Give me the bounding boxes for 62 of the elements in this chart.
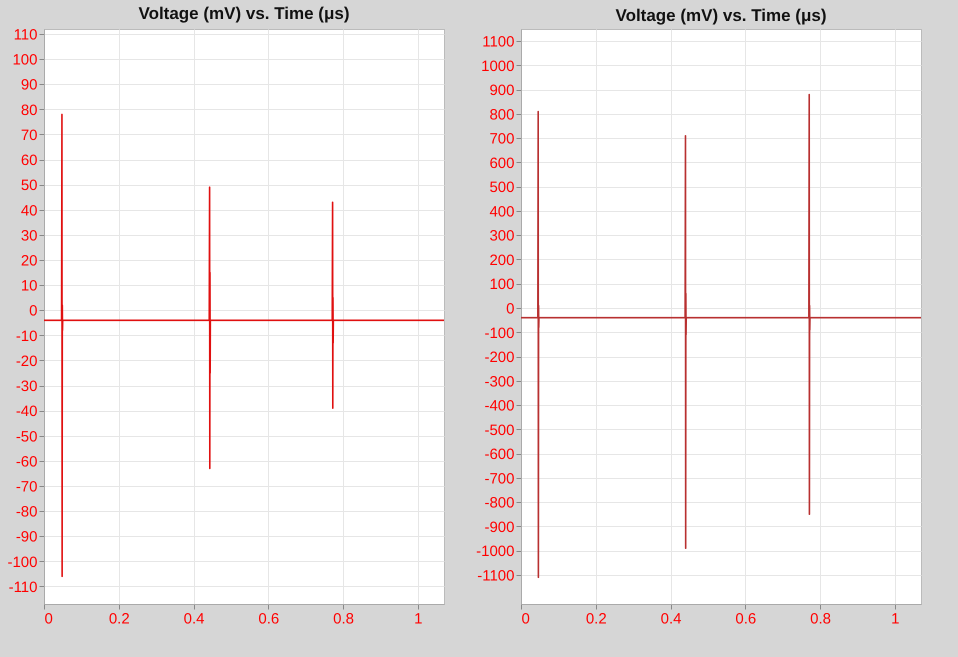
chart-title: Voltage (mV) vs. Time (μs) [616, 6, 826, 25]
x-tick-label: 0 [522, 610, 530, 628]
y-tick-label: -80 [16, 504, 38, 521]
y-tick-label: 900 [489, 82, 514, 100]
line-series [44, 114, 444, 578]
y-tick-label: 100 [489, 276, 514, 294]
y-tick-label: -20 [16, 352, 38, 370]
y-tick-label: 800 [489, 106, 514, 124]
y-tick-label: 100 [12, 52, 38, 69]
y-tick-label: -1100 [477, 567, 514, 584]
y-tick-label: 60 [20, 152, 38, 170]
y-tick-label: 50 [20, 177, 38, 194]
x-tick-label: 0.2 [586, 610, 607, 628]
x-tick-label: 0.6 [258, 610, 280, 628]
line-series [521, 94, 921, 578]
y-tick-label: -900 [484, 518, 514, 536]
y-tick-label: 1000 [481, 58, 514, 75]
y-tick-label: 20 [20, 252, 38, 270]
y-tick-label: 70 [20, 126, 38, 144]
y-tick-label: -90 [16, 528, 38, 546]
y-tick-label: 110 [14, 26, 38, 44]
y-tick-label: 700 [489, 130, 514, 148]
y-tick-label: -50 [16, 428, 38, 446]
x-tick-label: 0.8 [333, 610, 354, 628]
y-tick-label: -800 [484, 494, 514, 512]
y-tick-label: 0 [506, 300, 514, 318]
y-tick-label: 10 [20, 278, 38, 295]
y-tick-label: -40 [16, 403, 38, 420]
y-tick-label: 30 [20, 227, 38, 244]
y-tick-label: -1000 [476, 543, 514, 560]
x-tick-label: 1 [891, 610, 900, 628]
chart-title: Voltage (mV) vs. Time (μs) [138, 4, 350, 24]
y-tick-label: 40 [20, 202, 38, 220]
y-tick-label: -30 [16, 378, 38, 396]
y-tick-label: 500 [489, 179, 514, 196]
y-tick-label: 80 [20, 102, 38, 119]
x-tick-label: 0.4 [660, 610, 682, 628]
y-tick-label: -500 [484, 422, 514, 439]
y-tick-label: -700 [484, 470, 514, 488]
x-tick-label: 1 [414, 610, 423, 628]
y-tick-label: 600 [489, 154, 514, 172]
x-tick-label: 0.4 [184, 610, 204, 628]
y-tick-label: 0 [29, 302, 38, 320]
x-tick-label: 0.8 [810, 610, 831, 628]
y-tick-label: -400 [484, 398, 514, 415]
x-tick-label: 0 [44, 610, 53, 628]
x-tick-label: 0.6 [735, 610, 756, 628]
y-tick-label: 200 [489, 252, 514, 269]
y-tick-label: -10 [16, 328, 38, 345]
y-tick-label: -300 [484, 373, 514, 390]
y-tick-label: 90 [20, 76, 38, 94]
y-tick-label: -600 [484, 446, 514, 464]
y-tick-label: 300 [489, 228, 514, 245]
y-tick-label: -100 [7, 554, 38, 571]
y-tick-label: -200 [484, 349, 514, 366]
y-tick-label: -60 [16, 453, 38, 470]
y-tick-label: 400 [489, 203, 514, 220]
y-tick-label: -110 [8, 578, 38, 596]
y-tick-label: 1100 [482, 34, 514, 51]
y-tick-label: -70 [16, 478, 38, 496]
x-tick-label: 0.2 [108, 610, 130, 628]
y-tick-label: -100 [484, 324, 514, 342]
